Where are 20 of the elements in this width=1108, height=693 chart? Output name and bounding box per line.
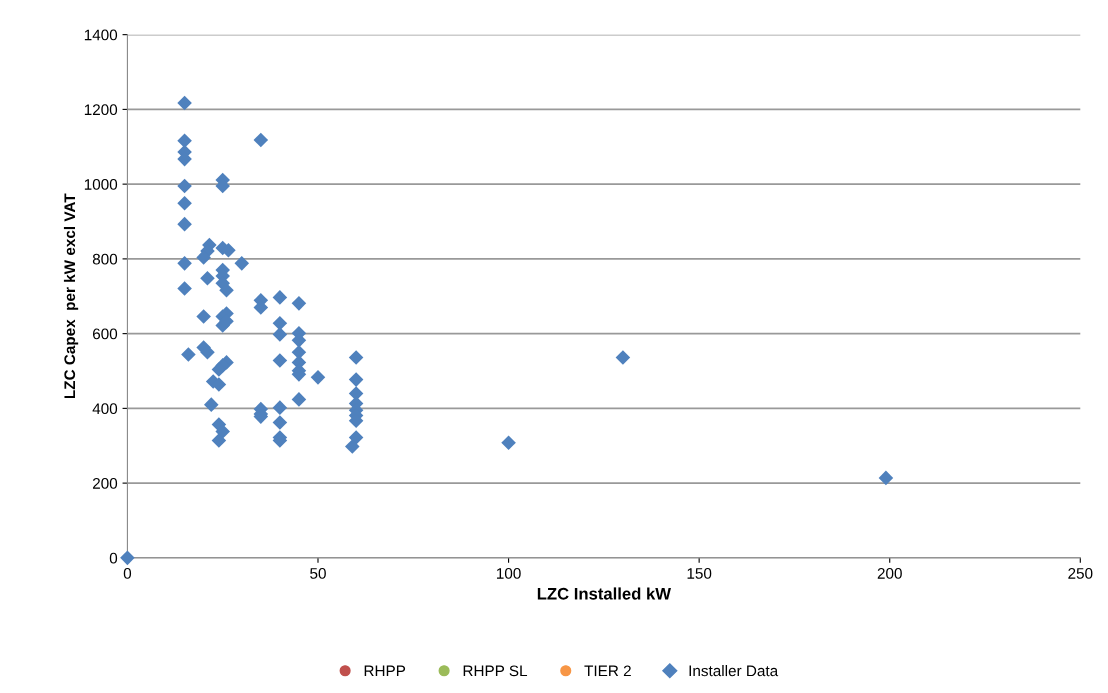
x-tick-label: 100 <box>496 567 521 579</box>
x-tick-label: 50 <box>310 567 326 579</box>
y-tick-label: 600 <box>92 328 118 340</box>
legend-label: RHPP SL <box>463 665 528 677</box>
y-tick-label: 0 <box>109 552 118 564</box>
legend-label: Installer Data <box>689 665 779 677</box>
x-tick-label: 0 <box>123 567 132 579</box>
x-tick-label: 150 <box>687 567 712 579</box>
x-axis-title: LZC Installed kW <box>537 587 671 600</box>
x-tick-label: 250 <box>1068 567 1093 579</box>
y-tick-label: 1000 <box>84 179 118 190</box>
y-tick-label: 1200 <box>84 104 118 116</box>
legend-label: TIER 2 <box>584 665 631 677</box>
legend-label: RHPP <box>364 665 406 677</box>
y-axis-title: LZC Capex per kW excl VAT <box>63 193 79 399</box>
x-tick-label: 200 <box>877 567 902 579</box>
y-tick-label: 200 <box>92 477 118 489</box>
y-tick-label: 400 <box>92 403 118 415</box>
y-tick-label: 800 <box>92 253 118 265</box>
y-tick-label: 1400 <box>84 29 118 41</box>
